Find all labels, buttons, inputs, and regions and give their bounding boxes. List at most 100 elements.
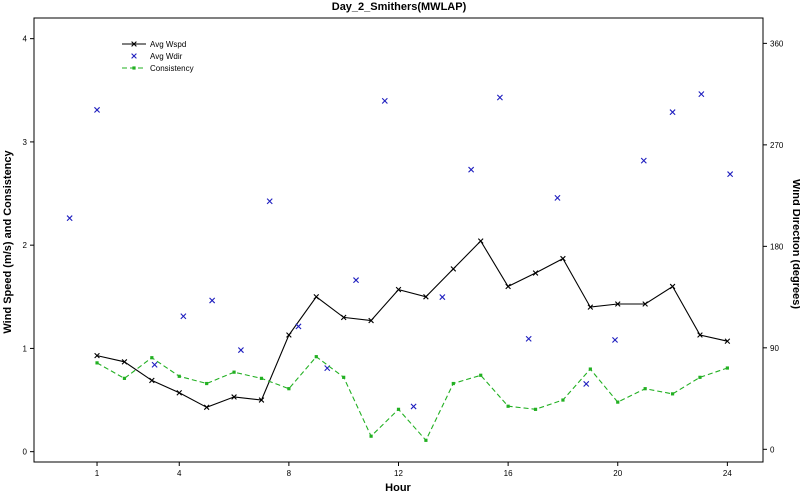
data-point-avg-wdir bbox=[410, 403, 417, 410]
data-point-avg-wspd bbox=[505, 283, 511, 290]
data-point-avg-wspd bbox=[450, 266, 457, 272]
data-point-consistency bbox=[177, 374, 181, 378]
data-point-avg-wspd bbox=[340, 314, 347, 321]
data-point-consistency bbox=[342, 375, 346, 379]
legend-box bbox=[112, 36, 204, 76]
data-point-avg-wdir bbox=[381, 97, 388, 104]
data-point-avg-wdir bbox=[727, 171, 734, 178]
data-point-avg-wdir bbox=[583, 380, 590, 387]
right-tick-label: 270 bbox=[770, 141, 784, 150]
data-point-avg-wdir bbox=[698, 91, 705, 98]
data-point-avg-wdir bbox=[468, 166, 475, 173]
x-tick-label: 12 bbox=[394, 469, 403, 478]
legend-marker bbox=[131, 41, 137, 47]
data-point-avg-wspd bbox=[697, 332, 703, 338]
data-point-consistency bbox=[670, 392, 675, 396]
data-point-consistency bbox=[287, 387, 291, 391]
data-point-avg-wspd bbox=[149, 377, 155, 384]
x-tick-label: 16 bbox=[504, 469, 513, 478]
legend-item-avg-wdir: Avg Wdir bbox=[131, 52, 183, 61]
series-avg-wdir bbox=[66, 66, 734, 410]
series-line-consistency bbox=[96, 355, 728, 442]
data-point-consistency bbox=[424, 438, 428, 442]
data-point-consistency bbox=[232, 370, 236, 374]
data-point-consistency bbox=[95, 361, 99, 365]
data-point-avg-wspd bbox=[231, 394, 237, 400]
data-point-consistency bbox=[506, 404, 510, 408]
data-point-consistency bbox=[698, 375, 702, 379]
legend: Avg Wspd Avg Wdir Consistency bbox=[112, 36, 204, 76]
legend-item-consistency: Consistency bbox=[122, 64, 194, 73]
legend-marker bbox=[131, 53, 137, 59]
x-axis-label: Hour bbox=[385, 482, 411, 494]
data-point-avg-wdir bbox=[237, 347, 244, 354]
legend-label: Consistency bbox=[150, 64, 194, 73]
right-axis-ticks: 0 90 180 270 360 bbox=[763, 39, 784, 454]
data-point-consistency bbox=[451, 381, 455, 386]
x-tick-label: 8 bbox=[287, 469, 292, 478]
plot-frame bbox=[33, 17, 764, 463]
data-point-consistency bbox=[314, 355, 318, 359]
left-tick-label: 1 bbox=[23, 344, 28, 353]
data-point-avg-wspd bbox=[532, 270, 539, 276]
right-tick-label: 180 bbox=[770, 242, 784, 251]
chart-title: Day_2_Smithers(MWLAP) bbox=[332, 1, 467, 13]
data-point-consistency bbox=[259, 376, 264, 380]
data-point-avg-wspd bbox=[286, 332, 292, 338]
data-point-avg-wspd bbox=[642, 301, 648, 307]
data-point-avg-wspd bbox=[313, 294, 320, 300]
data-point-avg-wspd bbox=[368, 317, 374, 324]
data-point-consistency bbox=[533, 407, 538, 411]
right-tick-label: 90 bbox=[770, 344, 779, 353]
left-axis-label: Wind Speed (m/s) and Consistency bbox=[2, 149, 14, 333]
data-point-consistency bbox=[643, 387, 647, 391]
data-point-consistency bbox=[725, 366, 729, 370]
data-point-avg-wspd bbox=[423, 294, 429, 300]
left-tick-label: 4 bbox=[23, 35, 28, 44]
x-tick-label: 4 bbox=[177, 469, 182, 478]
data-point-avg-wdir bbox=[612, 336, 618, 343]
data-point-avg-wspd bbox=[94, 352, 100, 359]
data-point-avg-wspd bbox=[724, 338, 731, 344]
x-tick-label: 24 bbox=[723, 469, 732, 478]
data-point-consistency bbox=[205, 381, 209, 386]
x-tick-label: 1 bbox=[95, 469, 100, 478]
data-point-avg-wspd bbox=[669, 283, 676, 290]
data-point-consistency bbox=[588, 367, 592, 371]
series-consistency bbox=[95, 355, 729, 442]
series-line-avg-wspd bbox=[96, 240, 728, 408]
data-point-avg-wspd bbox=[614, 301, 621, 307]
x-axis-ticks: 1 4 8 12 16 20 24 bbox=[95, 462, 732, 478]
legend-item-avg-wspd: Avg Wspd bbox=[122, 40, 186, 49]
right-axis-label: Wind Direction (degrees) bbox=[790, 179, 800, 309]
right-tick-label: 0 bbox=[770, 445, 775, 454]
data-point-avg-wdir bbox=[295, 323, 302, 330]
data-point-consistency bbox=[561, 398, 565, 402]
data-point-avg-wspd bbox=[587, 304, 594, 310]
series-layer bbox=[66, 66, 734, 442]
data-point-consistency bbox=[150, 356, 154, 360]
series-avg-wspd bbox=[94, 238, 731, 411]
data-point-avg-wdir bbox=[554, 194, 561, 201]
data-point-avg-wdir bbox=[525, 335, 532, 342]
legend-label: Avg Wspd bbox=[150, 40, 186, 49]
data-point-avg-wdir bbox=[180, 313, 187, 320]
right-tick-label: 360 bbox=[770, 39, 784, 48]
left-tick-label: 0 bbox=[23, 448, 28, 457]
data-point-avg-wdir bbox=[266, 198, 273, 205]
data-point-consistency bbox=[396, 407, 401, 411]
data-point-avg-wdir bbox=[151, 361, 158, 368]
data-point-avg-wspd bbox=[203, 404, 210, 411]
data-point-avg-wspd bbox=[395, 286, 402, 293]
legend-marker bbox=[132, 66, 136, 70]
data-point-avg-wspd bbox=[176, 390, 183, 396]
left-tick-label: 3 bbox=[23, 138, 28, 147]
legend-label: Avg Wdir bbox=[150, 52, 183, 61]
data-point-avg-wdir bbox=[94, 106, 101, 113]
data-point-avg-wdir bbox=[439, 294, 446, 301]
left-axis-ticks: 0 1 2 3 4 bbox=[23, 35, 34, 457]
data-point-avg-wspd bbox=[258, 397, 265, 403]
data-point-avg-wspd bbox=[477, 238, 484, 244]
data-point-avg-wdir bbox=[66, 215, 73, 222]
